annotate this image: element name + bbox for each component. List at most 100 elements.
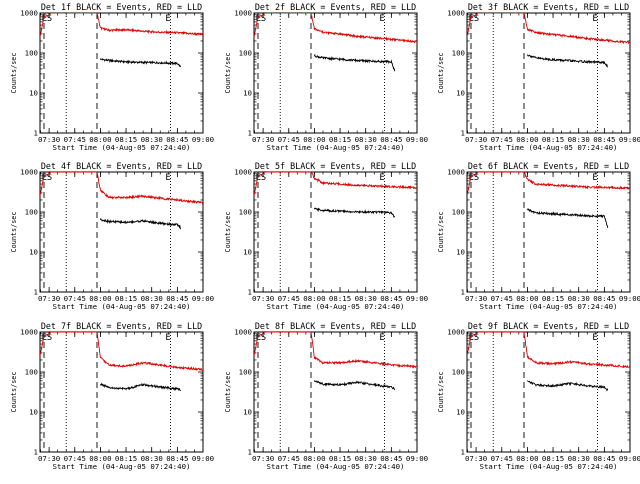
- events-series-line: [313, 380, 396, 391]
- event-marker: E: [379, 14, 384, 24]
- event-marker: E: [256, 173, 261, 183]
- y-tick-label: 100: [25, 49, 38, 58]
- x-tick-label: 08:15: [542, 294, 564, 303]
- y-tick-label: 100: [239, 208, 252, 217]
- y-tick-label: 100: [25, 368, 38, 377]
- y-tick-label: 1: [34, 448, 38, 457]
- events-series-line: [313, 53, 396, 72]
- lld-series-line: [254, 332, 417, 369]
- y-tick-label: 10: [243, 248, 252, 257]
- x-tick-label: 08:30: [568, 135, 590, 144]
- y-axis-label: Counts/sec: [224, 372, 232, 413]
- event-marker: E: [592, 14, 597, 24]
- x-tick-label: 08:15: [542, 135, 564, 144]
- y-tick-label: 1000: [447, 328, 465, 337]
- chart-title: Det 8f BLACK = Events, RED = LLD: [255, 321, 416, 331]
- y-tick-label: 1: [248, 448, 252, 457]
- x-tick-label: 08:00: [89, 135, 111, 144]
- x-tick-label: 07:45: [64, 294, 86, 303]
- y-tick-label: 10: [29, 408, 38, 417]
- event-marker: E: [165, 173, 170, 183]
- event-marker: S: [261, 173, 266, 183]
- y-tick-label: 10: [243, 408, 252, 417]
- chart-panel: Det 7f BLACK = Events, RED = LLD 1 10 100 10…: [10, 321, 214, 471]
- y-axis-label: Counts/sec: [10, 53, 18, 94]
- x-tick-label: 07:30: [252, 454, 274, 463]
- x-tick-label: 08:15: [115, 135, 137, 144]
- x-tick-label: 08:45: [166, 454, 188, 463]
- y-tick-label: 1: [461, 129, 465, 138]
- lld-series-line: [40, 13, 203, 38]
- event-marker: E: [592, 173, 597, 183]
- chart-panel: Det 5f BLACK = Events, RED = LLD 1 10 100 10…: [224, 161, 428, 311]
- y-tick-label: 1: [248, 288, 252, 297]
- chart-panel: Det 9f BLACK = Events, RED = LLD 1 10 100 10…: [437, 321, 640, 471]
- chart-panel: Det 1f BLACK = Events, RED = LLD 1 10 100 10…: [10, 2, 214, 152]
- lld-series-line: [40, 172, 203, 205]
- x-tick-label: 07:30: [38, 135, 60, 144]
- chart-panel: Det 6f BLACK = Events, RED = LLD 1 10 100 10…: [437, 161, 640, 311]
- x-tick-label: 07:45: [491, 135, 513, 144]
- y-axis-label: Counts/sec: [224, 212, 232, 253]
- x-tick-label: 07:45: [64, 135, 86, 144]
- lld-series-line: [254, 13, 417, 44]
- x-tick-label: 08:30: [355, 135, 377, 144]
- event-marker: E: [42, 333, 47, 343]
- y-tick-label: 10: [456, 248, 465, 257]
- y-tick-label: 100: [239, 368, 252, 377]
- y-tick-label: 10: [456, 408, 465, 417]
- x-tick-label: 08:45: [380, 294, 402, 303]
- x-axis-label: Start Time (04-Aug-05 07:24:40): [267, 462, 405, 471]
- chart-panel: Det 3f BLACK = Events, RED = LLD 1 10 100 10…: [437, 2, 640, 152]
- events-series-line: [100, 382, 182, 392]
- x-tick-label: 08:15: [542, 454, 564, 463]
- chart-title: Det 1f BLACK = Events, RED = LLD: [41, 2, 202, 12]
- x-tick-label: 08:00: [516, 294, 538, 303]
- y-axis-label: Counts/sec: [437, 372, 445, 413]
- x-tick-label: 08:30: [141, 135, 163, 144]
- x-tick-label: 08:00: [303, 135, 325, 144]
- events-series-line: [99, 57, 182, 68]
- y-tick-label: 1: [248, 129, 252, 138]
- x-tick-label: 08:45: [380, 135, 402, 144]
- event-marker: E: [42, 14, 47, 24]
- y-tick-label: 1000: [234, 168, 252, 177]
- event-marker: S: [47, 14, 52, 24]
- plot-frame: [39, 171, 204, 293]
- chart-panel: Det 4f BLACK = Events, RED = LLD 1 10 100 10…: [10, 161, 214, 311]
- x-tick-label: 09:00: [619, 294, 640, 303]
- x-tick-label: 07:45: [491, 454, 513, 463]
- event-marker: E: [379, 173, 384, 183]
- chart-title: Det 4f BLACK = Events, RED = LLD: [41, 161, 202, 171]
- y-tick-label: 100: [452, 49, 465, 58]
- x-tick-label: 08:45: [166, 294, 188, 303]
- x-tick-label: 08:00: [89, 294, 111, 303]
- y-axis-label: Counts/sec: [437, 212, 445, 253]
- x-tick-label: 07:45: [64, 454, 86, 463]
- events-series-line: [527, 208, 609, 229]
- plot-frame: [39, 331, 204, 453]
- lld-series-line: [467, 13, 630, 45]
- event-marker: S: [474, 14, 479, 24]
- y-axis-label: Counts/sec: [224, 53, 232, 94]
- y-tick-label: 100: [452, 208, 465, 217]
- event-marker: E: [379, 333, 384, 343]
- chart-title: Det 3f BLACK = Events, RED = LLD: [468, 2, 629, 12]
- y-tick-label: 1: [34, 129, 38, 138]
- x-tick-label: 07:30: [252, 294, 274, 303]
- x-axis-label: Start Time (04-Aug-05 07:24:40): [267, 302, 405, 311]
- y-tick-label: 1: [34, 288, 38, 297]
- x-tick-label: 07:45: [278, 454, 300, 463]
- x-axis-label: Start Time (04-Aug-05 07:24:40): [480, 143, 618, 152]
- y-axis-label: Counts/sec: [10, 372, 18, 413]
- x-tick-label: 08:45: [593, 454, 615, 463]
- x-tick-label: 09:00: [406, 135, 428, 144]
- x-tick-label: 07:30: [252, 135, 274, 144]
- x-tick-label: 08:30: [141, 454, 163, 463]
- x-tick-label: 08:45: [593, 135, 615, 144]
- chart-title: Det 5f BLACK = Events, RED = LLD: [255, 161, 416, 171]
- x-tick-label: 08:45: [593, 294, 615, 303]
- event-marker: E: [469, 333, 474, 343]
- x-tick-label: 07:45: [278, 294, 300, 303]
